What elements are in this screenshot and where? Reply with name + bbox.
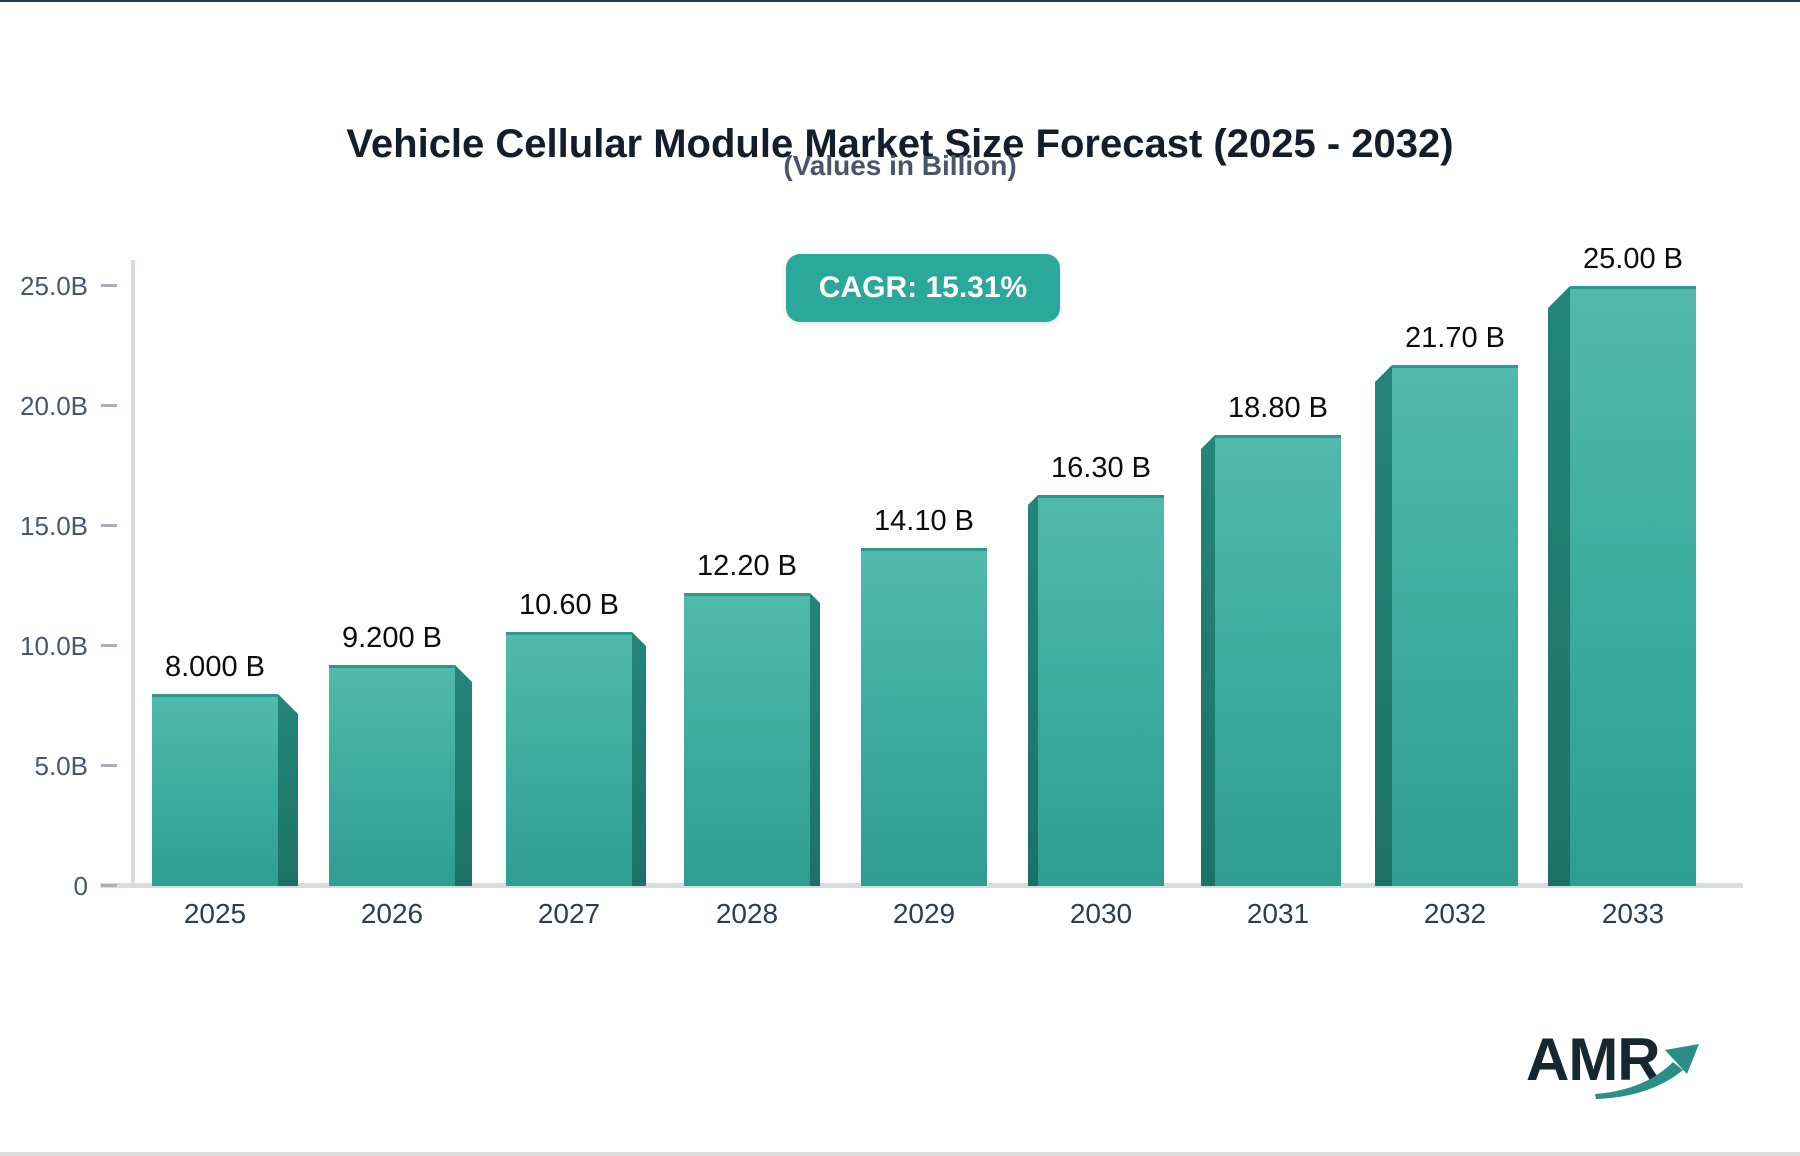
bar [1215,435,1341,886]
y-axis-line [131,260,135,886]
y-axis-tick [101,284,117,287]
y-axis-tick [101,524,117,527]
x-axis-category-label: 2029 [892,898,956,929]
amr-logo: AMR [1526,1030,1726,1110]
bar-value-label: 25.00 B [1583,243,1683,275]
bottom-edge-divider [0,1152,1800,1156]
y-axis-tick-label: 5.0B [34,751,89,781]
y-axis-tick [101,884,117,887]
x-axis-category-label: 2031 [1246,898,1310,929]
y-axis-tick [101,644,117,647]
bar-3d-side [1548,286,1570,886]
bar [506,632,632,886]
bar-3d-side [632,632,646,886]
x-axis-category-label: 2028 [715,898,779,929]
x-axis-category-label: 2025 [183,898,247,929]
bar-3d-side [455,665,472,886]
y-axis-tick-label: 25.0B [20,271,88,301]
cagr-badge: CAGR: 15.31% [786,254,1060,322]
bar [1392,365,1518,886]
bar-value-label: 12.20 B [697,550,797,582]
bar [152,694,278,886]
bar-value-label: 9.200 B [342,622,442,654]
bar [861,548,987,886]
x-axis-category-label: 2032 [1423,898,1487,929]
y-axis-tick-label: 15.0B [20,511,88,541]
bar-value-label: 21.70 B [1405,322,1505,354]
bar [684,593,810,886]
bar-value-label: 14.10 B [874,505,974,537]
y-axis-tick-label: 10.0B [20,631,88,661]
bar [1570,286,1696,886]
x-axis-category-label: 2033 [1601,898,1665,929]
bar-value-label: 18.80 B [1228,392,1328,424]
bar-value-label: 8.000 B [165,651,265,683]
chart-title: Vehicle Cellular Module Market Size Fore… [346,121,1454,166]
bar-3d-side [1028,495,1038,886]
bar-value-label: 10.60 B [519,589,619,621]
growth-arrow-icon [1595,1044,1699,1099]
bar-3d-side [1375,365,1392,886]
bar [329,665,455,886]
bar-3d-side [278,694,298,886]
x-axis-category-label: 2030 [1069,898,1133,929]
x-axis-category-label: 2026 [360,898,424,929]
y-axis-tick [101,404,117,407]
bar-3d-side [1201,435,1215,886]
top-edge-divider [0,0,1800,2]
chart-subtitle: (Values in Billion) [783,150,1017,181]
y-axis-tick-label: 0 [73,871,88,901]
y-axis-tick-label: 20.0B [20,391,88,421]
bar-value-label: 16.30 B [1051,452,1151,484]
y-axis-tick [101,764,117,767]
amr-logo-text: AMR [1526,1026,1661,1093]
bar [1038,495,1164,886]
bar-3d-side [810,593,820,886]
x-axis-category-label: 2027 [537,898,601,929]
